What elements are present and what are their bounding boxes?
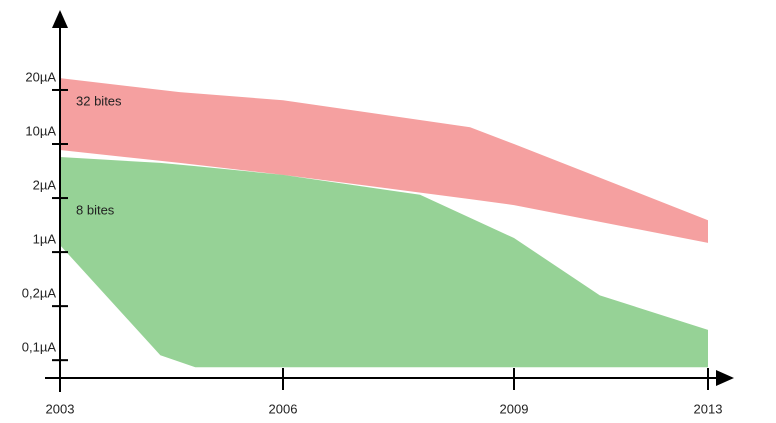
y-tick-label: 1µA: [33, 232, 57, 247]
x-tick-label: 2009: [500, 401, 529, 416]
plot-area: [60, 78, 708, 368]
y-tick-label: 10µA: [25, 123, 56, 138]
series-label: 32 bites: [76, 94, 122, 109]
area-band: [60, 156, 708, 368]
series-label: 8 bites: [76, 202, 115, 217]
x-tick-label: 2013: [694, 401, 723, 416]
x-tick-label: 2003: [46, 401, 75, 416]
y-tick-label: 0,1µA: [22, 340, 57, 355]
area-band: [60, 78, 708, 243]
x-tick-label: 2006: [269, 401, 298, 416]
y-tick-label: 20µA: [25, 69, 56, 84]
y-tick-label: 2µA: [33, 177, 57, 192]
y-tick-label: 0,2µA: [22, 286, 57, 301]
